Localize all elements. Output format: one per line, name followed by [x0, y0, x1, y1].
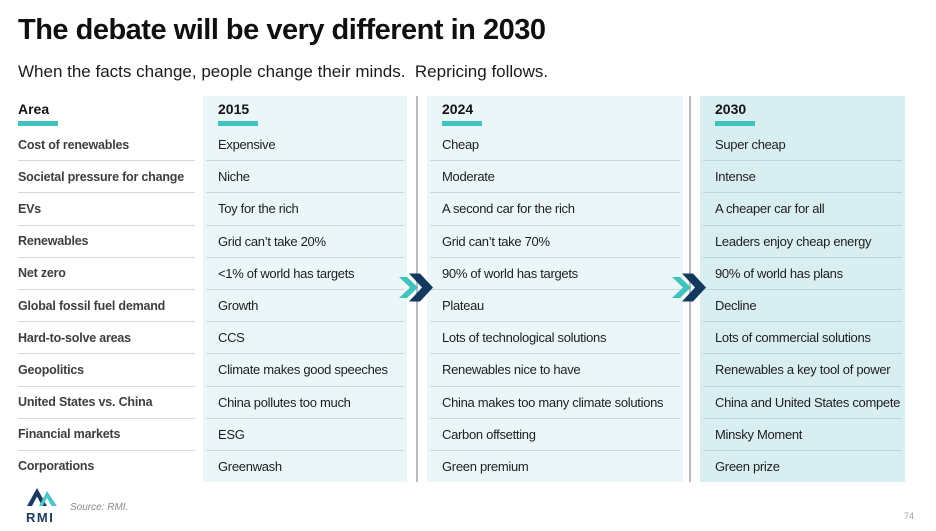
header-accent-bar — [218, 121, 258, 126]
table-cell: Intense — [703, 161, 902, 194]
row-label: United States vs. China — [18, 387, 195, 419]
header-accent-bar — [18, 121, 58, 126]
rmi-mountains-icon — [27, 488, 57, 506]
row-label: Financial markets — [18, 419, 195, 451]
column-2015: 2015 Expensive Niche Toy for the rich Gr… — [203, 96, 407, 482]
table-cell: Minsky Moment — [703, 419, 902, 451]
table-cell: Green prize — [715, 458, 780, 474]
table-cell: Moderate — [430, 161, 680, 194]
row-label: Corporations — [18, 459, 95, 474]
column-2024: 2024 Cheap Moderate A second car for the… — [427, 96, 683, 482]
table-cell: Niche — [206, 161, 404, 194]
rmi-logo: RMI — [26, 485, 66, 524]
row-label: Net zero — [18, 258, 195, 290]
column-header-label: 2030 — [715, 101, 747, 117]
table-cell: Renewables a key tool of power — [703, 354, 902, 387]
table-cell: Growth — [206, 290, 404, 323]
rmi-logo-text: RMI — [26, 510, 55, 525]
area-column: Area Cost of renewables Societal pressur… — [18, 96, 195, 482]
table-cell: China pollutes too much — [206, 387, 404, 419]
table-cell: Grid can’t take 70% — [430, 226, 680, 258]
table-cell: Plateau — [430, 290, 680, 323]
page-title: The debate will be very different in 203… — [18, 14, 546, 46]
page-number: 74 — [903, 511, 914, 521]
column-header-label: Area — [18, 101, 50, 117]
double-chevron-right-icon — [399, 273, 433, 302]
column-header-2030: 2030 — [700, 96, 905, 129]
table-cell: Cheap — [430, 129, 680, 162]
table-cell: Grid can’t take 20% — [206, 226, 404, 258]
table-cell: Lots of technological solutions — [430, 322, 680, 355]
table-cell: Climate makes good speeches — [206, 354, 404, 387]
column-header-2024: 2024 — [427, 96, 683, 129]
table-cell: A second car for the rich — [430, 193, 680, 226]
table-cell: Expensive — [206, 129, 404, 162]
table-cell: Lots of commercial solutions — [703, 322, 902, 355]
row-label: Global fossil fuel demand — [18, 290, 195, 323]
table-cell: China and United States compete — [703, 387, 902, 419]
table-cell: 90% of world has plans — [703, 258, 902, 290]
table-cell: Green premium — [442, 458, 529, 474]
header-accent-bar — [715, 121, 755, 126]
table-cell: Renewables nice to have — [430, 354, 680, 387]
table-cell: Decline — [703, 290, 902, 323]
column-header-area: Area — [18, 96, 195, 129]
table-cell: Carbon offsetting — [430, 419, 680, 451]
table-cell: Toy for the rich — [206, 193, 404, 226]
table-cell: ESG — [206, 419, 404, 451]
row-label: Hard-to-solve areas — [18, 322, 195, 355]
subtitle: When the facts change, people change the… — [18, 62, 549, 81]
table-cell: A cheaper car for all — [703, 193, 902, 226]
row-label: Geopolitics — [18, 354, 195, 387]
table-cell: Super cheap — [703, 129, 902, 162]
table-cell: China makes too many climate solutions — [430, 387, 680, 419]
column-divider — [689, 96, 691, 482]
double-chevron-right-icon — [672, 273, 706, 302]
table-cell: <1% of world has targets — [206, 258, 404, 290]
source-note: Source: RMI. — [70, 502, 129, 513]
column-divider — [416, 96, 418, 482]
table-cell: 90% of world has targets — [430, 258, 680, 290]
header-accent-bar — [442, 121, 482, 126]
row-label: EVs — [18, 193, 195, 226]
table-cell: CCS — [206, 322, 404, 355]
row-label: Cost of renewables — [18, 129, 195, 162]
column-header-2015: 2015 — [203, 96, 407, 129]
row-label: Renewables — [18, 226, 195, 258]
column-header-label: 2024 — [442, 101, 474, 117]
column-header-label: 2015 — [218, 101, 250, 117]
row-label: Societal pressure for change — [18, 161, 195, 194]
column-2030: 2030 Super cheap Intense A cheaper car f… — [700, 96, 905, 482]
table-cell: Greenwash — [218, 458, 282, 474]
table-cell: Leaders enjoy cheap energy — [703, 226, 902, 258]
